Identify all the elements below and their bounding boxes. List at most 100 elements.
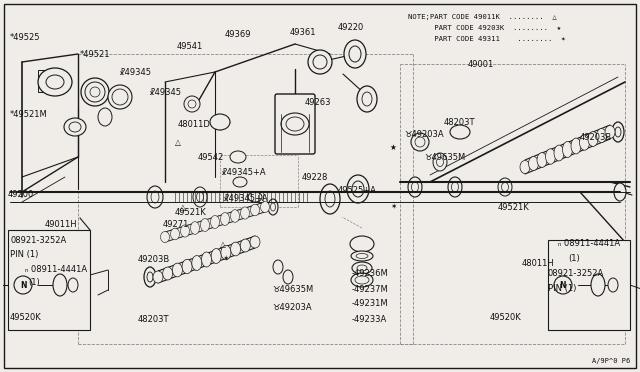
- Ellipse shape: [182, 259, 192, 274]
- Ellipse shape: [498, 178, 512, 196]
- Ellipse shape: [170, 228, 179, 240]
- Ellipse shape: [260, 202, 269, 212]
- Text: ★: ★: [390, 142, 397, 151]
- Ellipse shape: [210, 114, 230, 130]
- Ellipse shape: [351, 251, 373, 261]
- Ellipse shape: [192, 256, 202, 270]
- Ellipse shape: [53, 274, 67, 296]
- Ellipse shape: [349, 46, 361, 62]
- Ellipse shape: [147, 272, 153, 282]
- Ellipse shape: [591, 274, 605, 296]
- Ellipse shape: [351, 273, 373, 287]
- Ellipse shape: [608, 278, 618, 292]
- Text: ♉49203A: ♉49203A: [272, 302, 312, 311]
- Text: PART CODE 49311    ........  ✶: PART CODE 49311 ........ ✶: [408, 36, 566, 42]
- Text: PART CODE 49203K  ........  ★: PART CODE 49203K ........ ★: [408, 25, 561, 31]
- Text: (1): (1): [568, 253, 580, 263]
- Ellipse shape: [408, 177, 422, 197]
- Text: 49203B: 49203B: [580, 132, 612, 141]
- Text: ☧49345: ☧49345: [148, 87, 181, 96]
- Ellipse shape: [233, 177, 247, 187]
- Text: ♉49203A: ♉49203A: [404, 129, 444, 138]
- Text: ♉49635M: ♉49635M: [424, 153, 465, 161]
- Ellipse shape: [191, 222, 200, 234]
- Text: ☧49345+A: ☧49345+A: [222, 193, 268, 202]
- Text: *49521M: *49521M: [10, 109, 48, 119]
- Text: N: N: [560, 280, 566, 289]
- Text: 08921-3252A: 08921-3252A: [10, 235, 67, 244]
- Ellipse shape: [563, 141, 573, 157]
- Ellipse shape: [38, 68, 72, 96]
- Ellipse shape: [90, 87, 100, 97]
- Ellipse shape: [69, 122, 81, 132]
- Ellipse shape: [221, 245, 231, 260]
- Text: PIN (1): PIN (1): [10, 250, 38, 259]
- Ellipse shape: [352, 262, 372, 274]
- Text: 49542: 49542: [198, 153, 224, 161]
- Text: 49203B: 49203B: [138, 256, 170, 264]
- Ellipse shape: [112, 89, 128, 105]
- Ellipse shape: [211, 248, 221, 263]
- Ellipse shape: [357, 265, 367, 271]
- Text: -49236M: -49236M: [352, 269, 388, 279]
- Text: A/9P^0 P6: A/9P^0 P6: [592, 358, 630, 364]
- Ellipse shape: [537, 153, 547, 167]
- Ellipse shape: [202, 252, 211, 267]
- Ellipse shape: [448, 177, 462, 197]
- Text: 49001: 49001: [468, 60, 494, 68]
- Ellipse shape: [325, 191, 335, 207]
- Ellipse shape: [605, 125, 615, 138]
- Ellipse shape: [612, 122, 624, 142]
- Text: 49525+A: 49525+A: [338, 186, 377, 195]
- Ellipse shape: [362, 92, 372, 106]
- Ellipse shape: [151, 191, 159, 203]
- Text: 08921-3252A: 08921-3252A: [548, 269, 604, 279]
- Ellipse shape: [281, 113, 309, 135]
- Text: 48011D: 48011D: [178, 119, 211, 128]
- Ellipse shape: [579, 135, 589, 150]
- Text: 49200: 49200: [8, 189, 35, 199]
- Text: 49271: 49271: [163, 219, 189, 228]
- Ellipse shape: [451, 182, 458, 192]
- Text: ✶: ✶: [222, 254, 228, 263]
- Ellipse shape: [615, 127, 621, 137]
- Bar: [8, 230, 90, 330]
- Text: ₙ 08911-4441A: ₙ 08911-4441A: [558, 240, 620, 248]
- Ellipse shape: [68, 278, 78, 292]
- Ellipse shape: [193, 187, 207, 207]
- Text: *49525: *49525: [10, 32, 40, 42]
- Text: N: N: [20, 280, 26, 289]
- Ellipse shape: [230, 151, 246, 163]
- Text: ₙ 08911-4441A: ₙ 08911-4441A: [25, 264, 87, 273]
- Text: 49011H: 49011H: [45, 219, 77, 228]
- Text: 49521K: 49521K: [498, 202, 530, 212]
- Ellipse shape: [271, 203, 275, 211]
- Text: 49520K: 49520K: [10, 312, 42, 321]
- Text: *49521: *49521: [80, 49, 111, 58]
- Text: (1): (1): [28, 279, 40, 288]
- Ellipse shape: [313, 55, 327, 69]
- Ellipse shape: [81, 78, 109, 106]
- Ellipse shape: [144, 267, 156, 287]
- Text: 49263: 49263: [305, 97, 332, 106]
- Bar: [548, 240, 630, 330]
- Text: 48203T: 48203T: [138, 315, 170, 324]
- Text: -49231M: -49231M: [352, 299, 388, 308]
- Ellipse shape: [196, 192, 204, 202]
- Ellipse shape: [286, 117, 304, 131]
- Text: 48011H: 48011H: [522, 260, 555, 269]
- Ellipse shape: [273, 260, 283, 274]
- Ellipse shape: [436, 157, 444, 167]
- Text: ☧49345+A: ☧49345+A: [220, 167, 266, 176]
- Text: -49233A: -49233A: [352, 314, 387, 324]
- Ellipse shape: [184, 96, 200, 112]
- Ellipse shape: [46, 75, 64, 89]
- Ellipse shape: [230, 210, 239, 222]
- Ellipse shape: [221, 212, 230, 225]
- Ellipse shape: [412, 182, 419, 192]
- Text: ♉49635M: ♉49635M: [272, 285, 313, 295]
- Ellipse shape: [211, 215, 220, 228]
- Text: 49228: 49228: [302, 173, 328, 182]
- Ellipse shape: [357, 86, 377, 112]
- Ellipse shape: [411, 133, 429, 151]
